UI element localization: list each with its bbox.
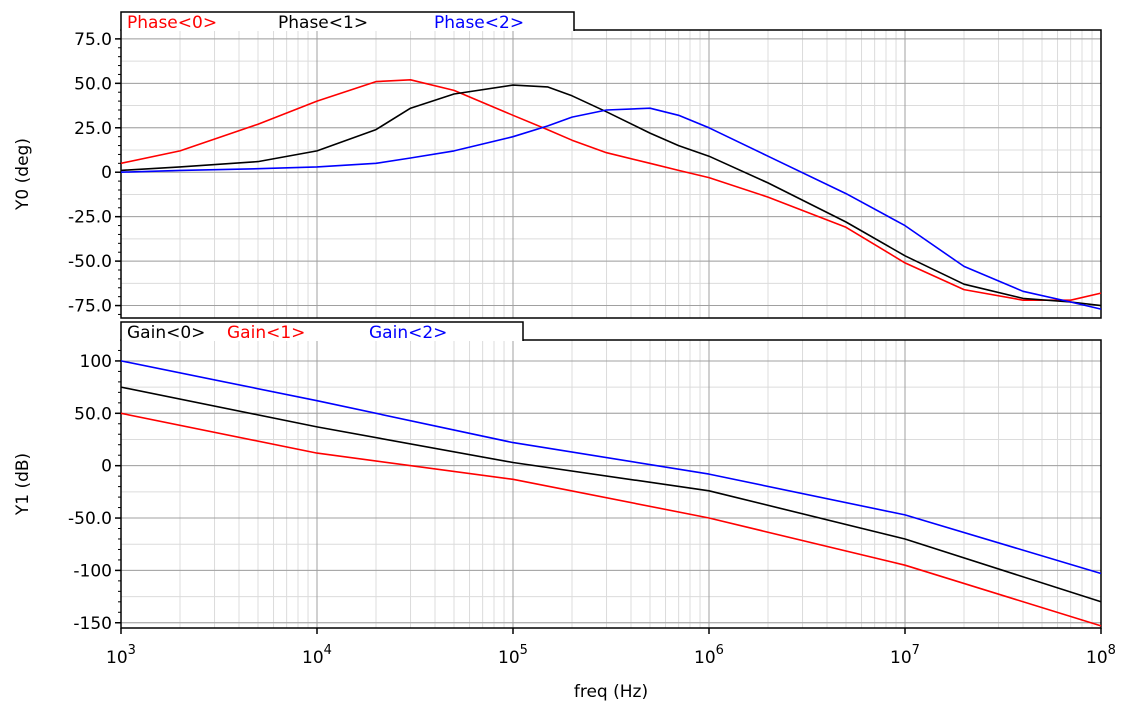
x-tick-base: 10 <box>302 648 324 668</box>
x-tick-base: 10 <box>890 648 912 668</box>
panel-1: 100 50.0 0 -50.0 -100 -150 Gain<0> Gain<1> Gain<… <box>13 321 1116 702</box>
y-tick-label: 50.0 <box>74 74 112 94</box>
y-tick-label: 25.0 <box>74 119 112 139</box>
x-tick-exponent: 4 <box>324 643 332 658</box>
y-tick-label: -50.0 <box>68 252 112 272</box>
y-tick-label: 0 <box>101 163 112 183</box>
y-tick-label: -25.0 <box>68 208 112 228</box>
plot-frame <box>120 339 1102 629</box>
y-tick-label: -75.0 <box>68 297 112 317</box>
x-tick-label: 106 <box>694 643 724 668</box>
plot-area <box>121 30 1101 318</box>
x-tick-label: 103 <box>106 643 136 668</box>
y-tick-label: 75.0 <box>74 30 112 50</box>
y-tick-label: -150 <box>73 614 112 634</box>
legend-entry: Phase<2> <box>434 13 524 33</box>
plot-area <box>121 340 1101 628</box>
legend-entry: Gain<0> <box>127 323 205 343</box>
y-tick-label: -50.0 <box>68 509 112 529</box>
x-tick-exponent: 8 <box>1108 643 1116 658</box>
series-line-Phase<1> <box>120 84 1102 307</box>
y-tick-label: 50.0 <box>74 404 112 424</box>
x-tick-label: 107 <box>890 643 920 668</box>
legend-entry: Gain<2> <box>369 323 447 343</box>
panel-0: 75.0 50.0 25.0 0 -25.0 -50.0 -75.0 Phase<0> Phas… <box>13 11 1102 319</box>
series-line-Gain<1> <box>120 412 1102 627</box>
x-tick-exponent: 5 <box>520 643 528 658</box>
legend-entry: Phase<0> <box>127 13 217 33</box>
y-tick-label: -100 <box>73 561 112 581</box>
x-tick-base: 10 <box>1086 648 1108 668</box>
legend-entry: Gain<1> <box>227 323 305 343</box>
x-tick-label: 108 <box>1086 643 1116 668</box>
x-tick-exponent: 3 <box>128 643 136 658</box>
x-tick-base: 10 <box>106 648 128 668</box>
series-line-Gain<0> <box>120 386 1102 603</box>
y-axis-label: Y1 (dB) <box>13 453 33 516</box>
series-line-Phase<2> <box>120 107 1102 310</box>
x-tick-exponent: 7 <box>912 643 920 658</box>
legend-entry: Phase<1> <box>278 13 368 33</box>
series-line-Phase<0> <box>120 79 1102 302</box>
y-tick-label: 100 <box>80 352 112 372</box>
x-tick-label: 105 <box>498 643 528 668</box>
x-tick-label: 104 <box>302 643 332 668</box>
x-axis-label: freq (Hz) <box>574 682 648 702</box>
x-tick-base: 10 <box>694 648 716 668</box>
x-tick-exponent: 6 <box>716 643 724 658</box>
plot-frame <box>120 29 1102 319</box>
y-tick-label: 0 <box>101 457 112 477</box>
series-line-Gain<2> <box>120 360 1102 575</box>
legend-tab <box>120 11 575 31</box>
y-axis-label: Y0 (deg) <box>13 138 33 211</box>
x-tick-base: 10 <box>498 648 520 668</box>
legend-tab <box>120 321 524 341</box>
